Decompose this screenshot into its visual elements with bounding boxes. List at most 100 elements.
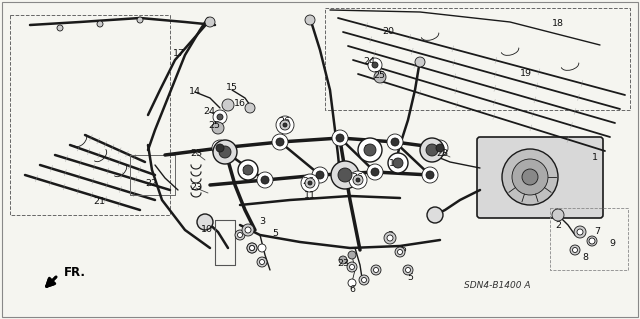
- Circle shape: [372, 62, 378, 68]
- Circle shape: [522, 169, 538, 185]
- Circle shape: [213, 140, 237, 164]
- Text: 24: 24: [363, 57, 375, 66]
- Text: 26: 26: [278, 117, 290, 127]
- Circle shape: [247, 243, 257, 253]
- Text: 3: 3: [387, 232, 393, 241]
- Circle shape: [242, 224, 254, 236]
- Circle shape: [280, 120, 290, 130]
- Circle shape: [238, 160, 258, 180]
- Circle shape: [368, 58, 382, 72]
- Circle shape: [387, 134, 403, 150]
- Circle shape: [348, 251, 356, 259]
- Circle shape: [356, 178, 360, 182]
- Circle shape: [358, 138, 382, 162]
- Circle shape: [426, 171, 434, 179]
- Text: 14: 14: [189, 87, 201, 97]
- Circle shape: [371, 168, 379, 176]
- Circle shape: [388, 153, 408, 173]
- Circle shape: [259, 259, 264, 264]
- Circle shape: [347, 262, 357, 272]
- Text: 23: 23: [436, 149, 448, 158]
- Text: 19: 19: [520, 69, 532, 78]
- Circle shape: [276, 138, 284, 146]
- Text: 26: 26: [351, 174, 363, 182]
- Text: 3: 3: [259, 218, 265, 226]
- Circle shape: [250, 246, 255, 250]
- Circle shape: [332, 130, 348, 146]
- Circle shape: [243, 165, 253, 175]
- Text: 1: 1: [592, 153, 598, 162]
- Circle shape: [374, 268, 378, 272]
- Circle shape: [349, 264, 355, 270]
- Circle shape: [406, 268, 410, 272]
- Circle shape: [587, 236, 597, 246]
- Circle shape: [552, 209, 564, 221]
- Text: 5: 5: [272, 229, 278, 239]
- Circle shape: [403, 265, 413, 275]
- Circle shape: [222, 99, 234, 111]
- Circle shape: [235, 230, 245, 240]
- Circle shape: [305, 15, 315, 25]
- Circle shape: [316, 171, 324, 179]
- Circle shape: [212, 122, 224, 134]
- Circle shape: [391, 138, 399, 146]
- Text: 13: 13: [242, 167, 254, 176]
- Circle shape: [364, 144, 376, 156]
- Circle shape: [237, 233, 243, 238]
- Text: 6: 6: [349, 286, 355, 294]
- Circle shape: [384, 232, 396, 244]
- Circle shape: [353, 175, 363, 185]
- Circle shape: [217, 114, 223, 120]
- Text: 7: 7: [594, 226, 600, 235]
- Circle shape: [362, 278, 367, 283]
- Text: 18: 18: [552, 19, 564, 28]
- Circle shape: [397, 249, 403, 255]
- Circle shape: [137, 17, 143, 23]
- Circle shape: [367, 164, 383, 180]
- Text: 11: 11: [304, 191, 316, 201]
- Circle shape: [432, 140, 448, 156]
- Circle shape: [245, 227, 251, 233]
- Circle shape: [331, 161, 359, 189]
- Text: 23: 23: [190, 149, 202, 158]
- Text: 26: 26: [302, 177, 314, 187]
- Circle shape: [574, 226, 586, 238]
- Circle shape: [349, 171, 367, 189]
- Text: 16: 16: [234, 100, 246, 108]
- Circle shape: [570, 245, 580, 255]
- Text: 25: 25: [373, 70, 385, 79]
- Circle shape: [212, 140, 228, 156]
- Circle shape: [422, 167, 438, 183]
- Circle shape: [573, 248, 577, 253]
- Text: FR.: FR.: [64, 266, 86, 279]
- Circle shape: [213, 110, 227, 124]
- Circle shape: [245, 103, 255, 113]
- Circle shape: [261, 176, 269, 184]
- Circle shape: [589, 238, 595, 244]
- Text: 8: 8: [582, 253, 588, 262]
- Text: 10: 10: [201, 225, 213, 234]
- Text: SDN4-B1400 A: SDN4-B1400 A: [464, 280, 531, 290]
- Circle shape: [216, 144, 224, 152]
- Circle shape: [339, 256, 347, 264]
- Text: 20: 20: [382, 26, 394, 35]
- Text: 2: 2: [555, 220, 561, 229]
- Circle shape: [247, 243, 257, 253]
- Circle shape: [589, 239, 595, 243]
- Text: 5: 5: [407, 273, 413, 283]
- Circle shape: [276, 116, 294, 134]
- FancyBboxPatch shape: [477, 137, 603, 218]
- Circle shape: [205, 17, 215, 27]
- Text: 5: 5: [259, 256, 265, 265]
- Text: 22: 22: [145, 179, 157, 188]
- Circle shape: [338, 168, 352, 182]
- Circle shape: [374, 71, 386, 83]
- Text: 21: 21: [93, 197, 105, 205]
- Text: 12: 12: [364, 145, 376, 153]
- Circle shape: [371, 265, 381, 275]
- Circle shape: [258, 244, 266, 252]
- Text: 23: 23: [337, 258, 349, 268]
- Circle shape: [250, 246, 255, 250]
- Circle shape: [257, 257, 267, 267]
- Circle shape: [312, 167, 328, 183]
